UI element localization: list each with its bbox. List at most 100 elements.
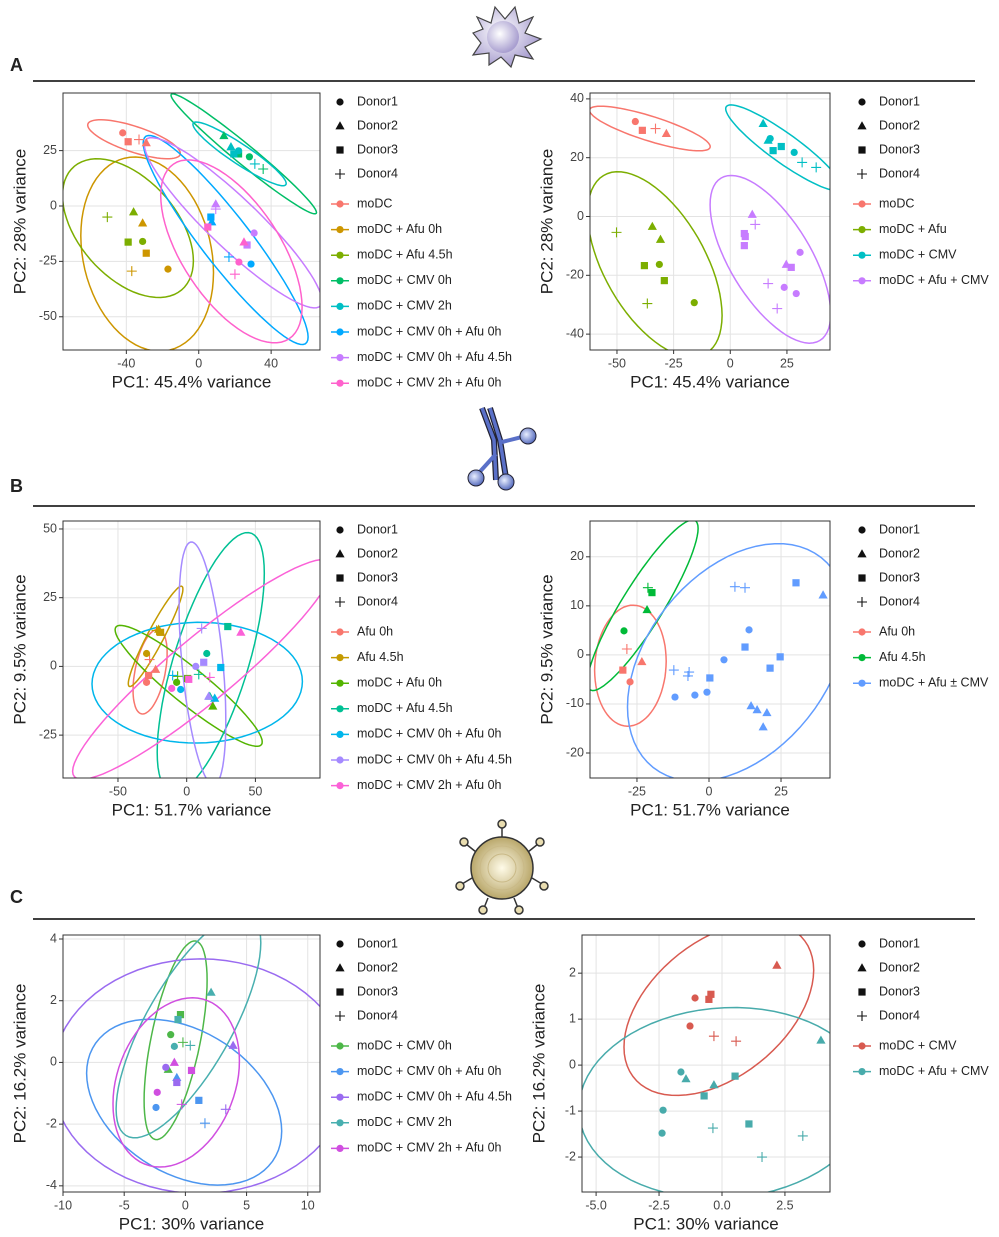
legend-symbol: [857, 169, 867, 179]
legend-label: Donor4: [879, 1008, 920, 1022]
y-tick-label: -1: [565, 1103, 576, 1117]
point: [203, 650, 210, 657]
x-tick-label: 0: [182, 1198, 189, 1212]
point: [143, 250, 150, 257]
x-tick-label: 25: [774, 784, 788, 798]
legend-label: Donor4: [357, 594, 398, 608]
legend-symbol: [335, 1011, 345, 1021]
point: [701, 1092, 708, 1099]
panel-label: C: [10, 887, 23, 907]
y-axis-title: PC2: 9.5% variance: [537, 574, 556, 724]
point: [204, 223, 211, 230]
y-tick-label: 10: [570, 598, 584, 612]
legend-label: moDC + CMV 0h + Afu 4.5h: [357, 1089, 512, 1103]
point: [792, 579, 799, 586]
point: [791, 149, 798, 156]
y-axis-title: PC2: 28% variance: [537, 149, 556, 295]
point: [686, 1022, 693, 1029]
legend-symbol: [335, 121, 344, 129]
y-tick-label: -20: [566, 745, 584, 759]
point: [648, 589, 655, 596]
panel-label: B: [10, 476, 23, 496]
y-tick-label: 1: [569, 1011, 576, 1025]
legend-key-point: [858, 200, 865, 207]
legend-label: moDC + Afu + CMV: [879, 273, 989, 287]
x-axis-title: PC1: 51.7% variance: [630, 800, 790, 819]
x-tick-label: 50: [248, 784, 262, 798]
point: [705, 996, 712, 1003]
x-tick-label: -25: [665, 356, 683, 370]
legend-key-point: [336, 1068, 343, 1075]
legend-label: moDC + CMV 0h: [357, 273, 452, 287]
legend-key-point: [858, 252, 865, 259]
point: [145, 672, 152, 679]
legend-symbol: [335, 169, 345, 179]
legend-label: Donor2: [879, 960, 920, 974]
point: [246, 153, 253, 160]
point: [677, 1068, 684, 1075]
legend-key-point: [336, 654, 343, 661]
y-tick-label: 4: [50, 931, 57, 945]
legend-key-point: [336, 782, 343, 789]
y-axis-title: PC2: 9.5% variance: [10, 574, 29, 724]
y-tick-label: 20: [570, 150, 584, 164]
legend-label: moDC + CMV 2h + Afu 0h: [357, 375, 502, 389]
legend-key-point: [336, 1042, 343, 1049]
plot-panel: [63, 935, 320, 1192]
legend-key-point: [336, 303, 343, 310]
legend-label: Donor1: [357, 94, 398, 108]
point: [706, 674, 713, 681]
point: [143, 679, 150, 686]
point: [188, 1067, 195, 1074]
legend-label: Donor3: [357, 142, 398, 156]
point: [658, 1130, 665, 1137]
y-tick-label: 20: [570, 549, 584, 563]
legend-key-point: [336, 1094, 343, 1101]
y-tick-label: -4: [46, 1178, 57, 1192]
figure: A B C -40040-50-25025PC1: 45.4% variance…: [0, 0, 999, 1237]
legend-label: moDC + CMV 0h + Afu 0h: [357, 324, 502, 338]
legend-label: Donor4: [879, 166, 920, 180]
legend-key-point: [336, 380, 343, 387]
legend-key-point: [336, 226, 343, 233]
legend-key-point: [858, 277, 865, 284]
y-tick-label: 0: [569, 1057, 576, 1071]
y-tick-label: 50: [43, 521, 57, 535]
point: [671, 693, 678, 700]
legend-label: Afu 0h: [879, 624, 915, 638]
legend-label: Donor4: [357, 166, 398, 180]
point: [125, 239, 132, 246]
point: [691, 994, 698, 1001]
legend-symbol: [336, 940, 343, 947]
legend-key-point: [336, 328, 343, 335]
x-tick-label: -10: [54, 1198, 72, 1212]
x-tick-label: -25: [628, 784, 646, 798]
legend-label: moDC + CMV 0h + Afu 4.5h: [357, 752, 512, 766]
legend-label: moDC + Afu 0h: [357, 222, 442, 236]
y-axis-title: PC2: 16.2% variance: [10, 984, 29, 1144]
x-tick-label: 2.5: [776, 1198, 793, 1212]
x-tick-label: 40: [264, 356, 278, 370]
y-tick-label: -2: [46, 1116, 57, 1130]
point: [173, 679, 180, 686]
x-tick-label: 5: [243, 1198, 250, 1212]
x-axis-title: PC1: 30% variance: [119, 1214, 265, 1233]
point: [703, 689, 710, 696]
x-tick-label: 0: [727, 356, 734, 370]
chart: -50050-2502550PC1: 51.7% variancePC2: 9.…: [10, 521, 512, 819]
x-tick-label: 0.0: [713, 1198, 730, 1212]
point: [139, 238, 146, 245]
plot-panel: [63, 521, 320, 778]
x-tick-label: -50: [109, 784, 127, 798]
point: [745, 626, 752, 633]
point: [731, 1073, 738, 1080]
point: [742, 233, 749, 240]
y-tick-label: -20: [566, 268, 584, 282]
chart: -40040-50-25025PC1: 45.4% variancePC2: 2…: [10, 93, 512, 391]
chart: -10-50510-4-2024PC1: 30% variancePC2: 16…: [10, 914, 512, 1233]
point: [659, 1107, 666, 1114]
point: [171, 1043, 178, 1050]
point: [195, 1097, 202, 1104]
x-tick-label: 0: [706, 784, 713, 798]
